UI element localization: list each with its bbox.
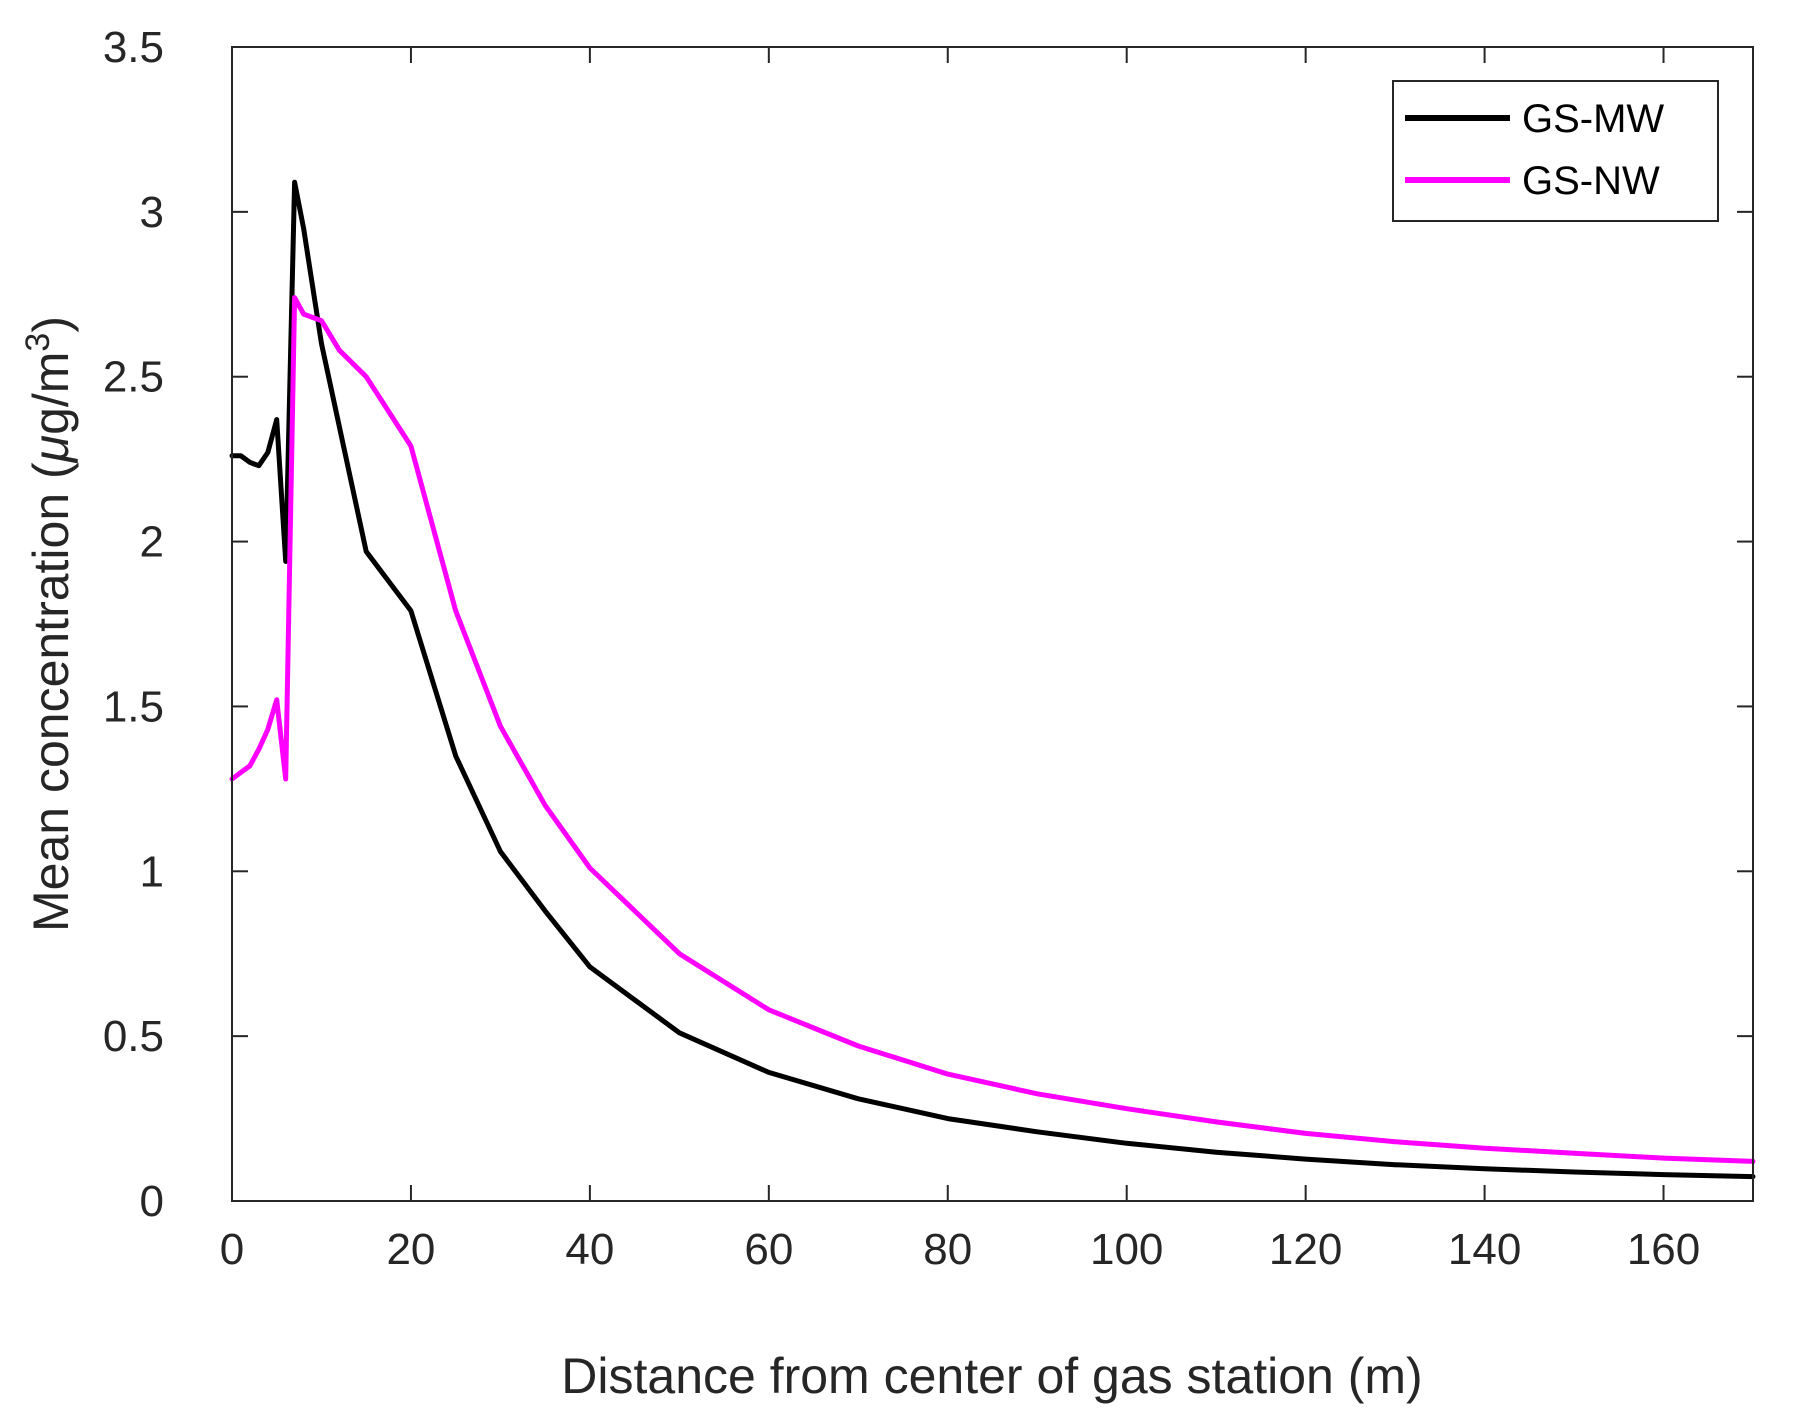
legend-label-gs-nw: GS-NW bbox=[1522, 159, 1660, 203]
y-tick-label: 1 bbox=[140, 847, 164, 896]
x-tick-label: 40 bbox=[565, 1225, 614, 1274]
y-axis-title-mu: μ bbox=[23, 435, 79, 464]
x-tick-label: 0 bbox=[220, 1225, 244, 1274]
x-tick-label: 20 bbox=[386, 1225, 435, 1274]
x-tick-label: 120 bbox=[1269, 1225, 1342, 1274]
legend-box bbox=[1392, 80, 1719, 222]
x-tick-labels: 0 20 40 60 80 100 120 140 160 bbox=[220, 1225, 1700, 1274]
y-tick-label: 1.5 bbox=[103, 682, 164, 731]
plot-background bbox=[232, 47, 1753, 1201]
y-tick-label: 3.5 bbox=[103, 23, 164, 72]
y-tick-label: 2 bbox=[140, 518, 164, 567]
legend: GS-MW GS-NW bbox=[1392, 80, 1719, 222]
y-tick-label: 0.5 bbox=[103, 1012, 164, 1061]
series-line-gs-nw bbox=[229, 295, 1756, 1164]
x-tick-label: 80 bbox=[923, 1225, 972, 1274]
x-tick-label: 100 bbox=[1090, 1225, 1163, 1274]
y-tick-label: 3 bbox=[140, 188, 164, 237]
x-tick-label: 140 bbox=[1448, 1225, 1521, 1274]
x-tick-label: 60 bbox=[744, 1225, 793, 1274]
y-axis-title-unit: g/m bbox=[23, 352, 79, 435]
legend-label-gs-mw: GS-MW bbox=[1522, 97, 1664, 141]
y-tick-labels: 0 0.5 1 1.5 2 2.5 3 3.5 bbox=[103, 23, 164, 1226]
y-axis-title: Mean concentration (μg/m3) bbox=[19, 316, 79, 932]
series-line-gs-mw bbox=[229, 179, 1756, 1180]
series-lines bbox=[229, 179, 1756, 1180]
y-axis-title-prefix: Mean concentration ( bbox=[23, 462, 79, 932]
y-axis-title-suffix: ) bbox=[23, 316, 79, 333]
x-tick-label: 160 bbox=[1627, 1225, 1700, 1274]
plot-frame bbox=[231, 46, 1754, 1202]
x-axis-title: Distance from center of gas station (m) bbox=[561, 1348, 1422, 1404]
y-tick-label: 2.5 bbox=[103, 353, 164, 402]
y-tick-label: 0 bbox=[140, 1177, 164, 1226]
y-axis-title-superscript: 3 bbox=[19, 333, 57, 352]
